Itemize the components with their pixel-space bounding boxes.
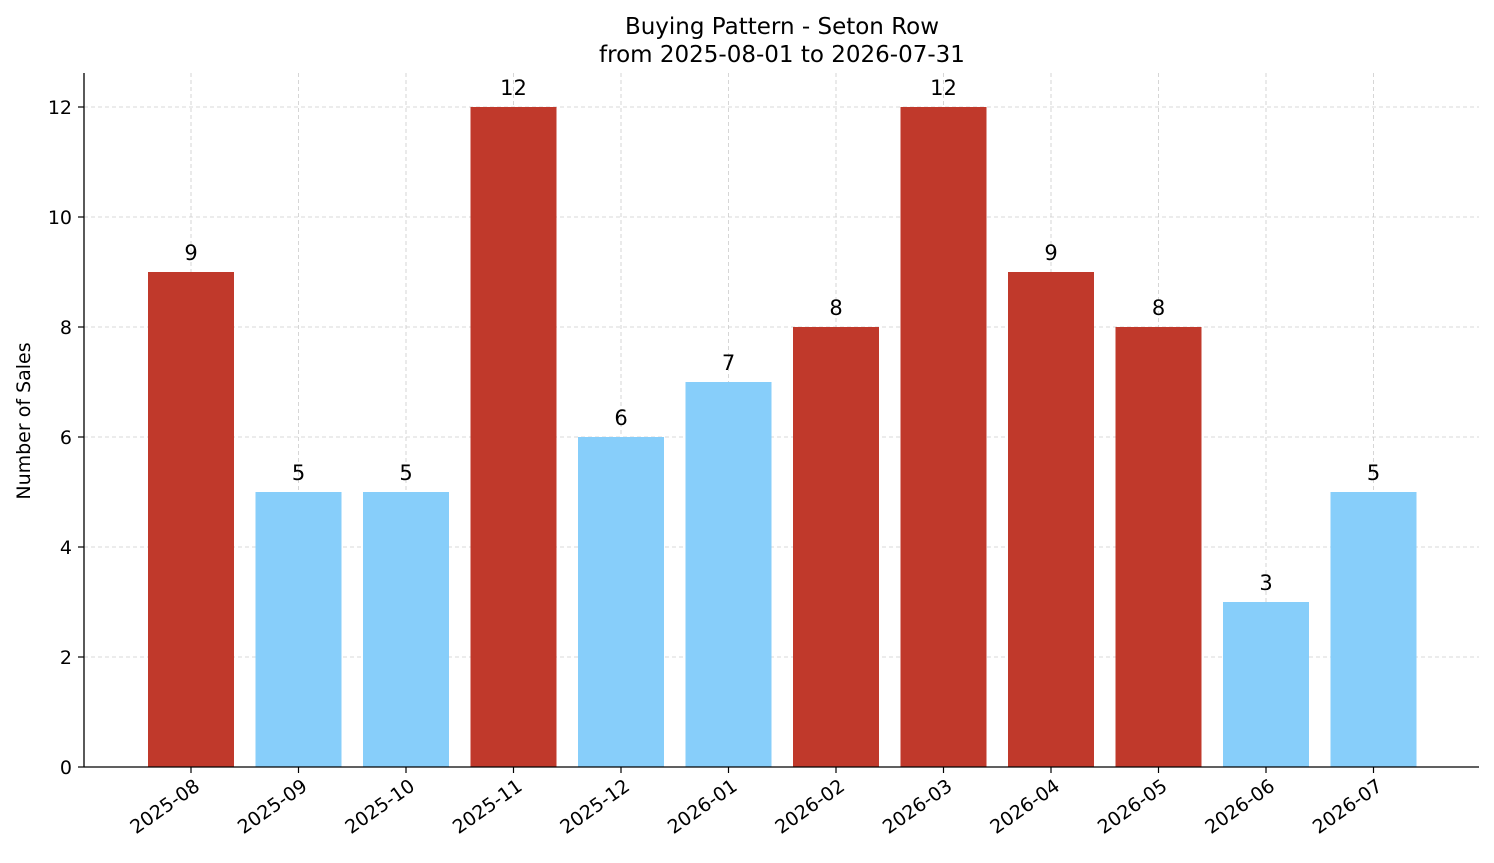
bar-value-label: 9 (1044, 241, 1057, 265)
bar-value-label: 5 (292, 461, 305, 485)
bar (148, 272, 234, 767)
bar-value-label: 7 (722, 351, 735, 375)
chart-title: Buying Pattern - Seton Row (625, 14, 939, 40)
y-ticks: 0 2 4 6 8 10 12 (48, 97, 84, 779)
y-tick-label: 12 (48, 97, 72, 119)
x-tick-label: 2026-01 (664, 775, 742, 839)
bar-value-label: 6 (614, 406, 627, 430)
x-tick-label: 2025-09 (234, 775, 312, 839)
bar (1330, 492, 1417, 767)
bar-value-label: 3 (1259, 571, 1272, 595)
bar-value-label: 5 (1367, 461, 1380, 485)
x-tick-label: 2025-11 (449, 775, 527, 839)
x-tick-label: 2026-06 (1201, 775, 1279, 839)
bars (148, 107, 1417, 767)
x-tick-label: 2026-04 (986, 775, 1064, 839)
y-tick-label: 6 (60, 427, 72, 449)
y-tick-label: 0 (60, 757, 72, 779)
bar (793, 327, 879, 767)
bar (363, 492, 449, 767)
bar (1115, 327, 1202, 767)
bar-value-label: 5 (399, 461, 412, 485)
bar (685, 382, 772, 767)
bar (578, 437, 664, 767)
axes (83, 73, 1479, 768)
bar (255, 492, 342, 767)
x-tick-label: 2025-10 (341, 775, 419, 839)
x-tick-label: 2026-03 (879, 775, 957, 839)
y-tick-label: 4 (60, 537, 72, 559)
y-axis-label: Number of Sales (13, 342, 35, 499)
y-tick-label: 2 (60, 647, 72, 669)
x-tick-label: 2025-12 (556, 775, 634, 839)
bar (1008, 272, 1094, 767)
y-tick-label: 8 (60, 317, 72, 339)
bar (1223, 602, 1309, 767)
bar (470, 107, 557, 767)
x-tick-label: 2026-07 (1309, 775, 1387, 839)
x-tick-label: 2026-05 (1094, 775, 1172, 839)
x-ticks: 2025-08 2025-09 2025-10 2025-11 2025-12 2026-… (126, 767, 1386, 839)
bar-value-label: 12 (500, 76, 527, 100)
bar-value-label: 8 (1152, 296, 1165, 320)
chart-subtitle: from 2025-08-01 to 2026-07-31 (599, 42, 965, 68)
bar (900, 107, 987, 767)
bar-value-label: 9 (184, 241, 197, 265)
bar-value-label: 12 (930, 76, 957, 100)
bar-value-label: 8 (829, 296, 842, 320)
data-labels: 9 5 5 12 6 7 8 12 9 8 3 5 (184, 76, 1380, 595)
y-tick-label: 10 (48, 207, 72, 229)
x-tick-label: 2026-02 (771, 775, 849, 839)
x-tick-label: 2025-08 (126, 775, 204, 839)
